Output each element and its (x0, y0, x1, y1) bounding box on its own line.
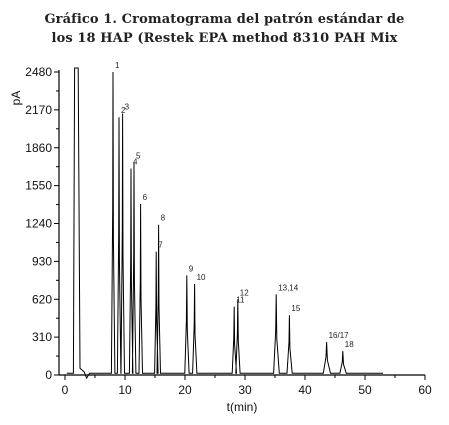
chart-title-line-1: Gráfico 1. Cromatograma del patrón están… (44, 12, 405, 27)
peak-label: 9 (189, 264, 194, 273)
y-tick-label: 310 (32, 330, 52, 344)
x-axis-label: t(min) (227, 400, 258, 414)
peak-label: 16/17 (329, 331, 350, 340)
peak-label: 2 (121, 106, 126, 115)
peak-label: 11 (236, 296, 245, 305)
y-tick-label: 2170 (25, 103, 52, 117)
y-axis-label: pA (9, 91, 23, 106)
chart-axes (58, 70, 425, 376)
x-tick-label: 0 (62, 383, 69, 397)
peak-label: 12 (240, 288, 249, 297)
peak-label: 8 (161, 214, 166, 223)
peak-label: 1 (115, 61, 120, 70)
chart-title-line-2: los 18 HAP (Restek EPA method 8310 PAH M… (51, 31, 398, 46)
y-tick-label: 1550 (25, 179, 52, 193)
peak-label: 13,14 (278, 283, 299, 292)
peak-label: 4 (133, 158, 138, 167)
chromatogram-trace (66, 67, 383, 380)
peak-label: 10 (197, 273, 206, 282)
peak-label: 3 (125, 103, 130, 112)
x-tick-label: 60 (418, 383, 432, 397)
y-tick-label: 1860 (25, 141, 52, 155)
x-tick-label: 30 (238, 383, 252, 397)
y-tick-label: 0 (45, 368, 52, 382)
x-tick-label: 40 (298, 383, 312, 397)
y-tick-label: 2480 (25, 65, 52, 79)
chart-ticks: 0 10 20 30 40 50 60031062093012401550186021702… (25, 65, 432, 397)
peak-label: 18 (345, 340, 354, 349)
x-tick-label: 20 (178, 383, 192, 397)
y-tick-label: 930 (32, 254, 52, 268)
y-tick-label: 620 (32, 292, 52, 306)
y-tick-label: 1240 (25, 217, 52, 231)
peak-label: 6 (143, 193, 148, 202)
peak-label: 15 (291, 304, 300, 313)
x-tick-label: 50 (358, 383, 372, 397)
peak-label: 5 (136, 151, 141, 160)
x-tick-label: 10 (118, 383, 132, 397)
peak-label: 7 (158, 241, 163, 250)
